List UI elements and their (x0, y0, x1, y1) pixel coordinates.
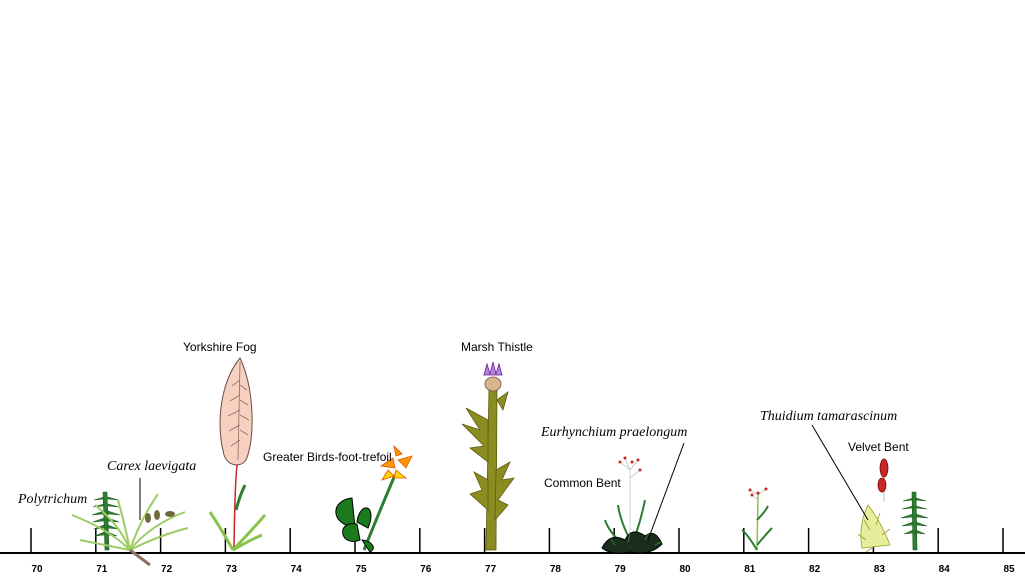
tick-label: 83 (874, 564, 886, 575)
label-greater-birds-foot-trefoil: Greater Birds-foot-trefoil (263, 450, 392, 464)
thuidium-plant (857, 504, 891, 553)
tick-label: 73 (226, 564, 238, 575)
birds-foot-trefoil-plant (335, 444, 413, 553)
carex-seeds (145, 510, 175, 523)
tick-label: 81 (744, 564, 756, 575)
label-marsh-thistle: Marsh Thistle (461, 340, 533, 354)
label-eurhynchium-praelongum: Eurhynchium praelongum (540, 425, 687, 440)
polytrichum-plant-right (900, 491, 929, 551)
label-thuidium-tamarascinum: Thuidium tamarascinum (760, 409, 897, 424)
tick-label: 77 (485, 564, 497, 575)
label-yorkshire-fog: Yorkshire Fog (183, 340, 257, 354)
tick-label: 84 (939, 564, 951, 575)
label-common-bent: Common Bent (544, 476, 621, 490)
tick-label: 82 (809, 564, 821, 575)
tick-label: 80 (679, 564, 691, 575)
label-velvet-bent: Velvet Bent (848, 440, 909, 454)
tick-label: 75 (355, 564, 367, 575)
tick-label: 79 (615, 564, 627, 575)
tick-label: 71 (96, 564, 108, 575)
tick-label: 72 (161, 564, 173, 575)
marsh-thistle-plant (461, 361, 515, 551)
tick-label: 78 (550, 564, 562, 575)
eurhynchium-pointer (647, 442, 685, 541)
tick-label: 76 (420, 564, 432, 575)
eurhynchium-plant (601, 531, 663, 554)
carex-plant (71, 478, 189, 567)
polytrichum-plant (91, 491, 121, 551)
tick-label: 70 (31, 564, 43, 575)
tick-label: 85 (1003, 564, 1015, 575)
yorkshire-fog-plant (208, 357, 267, 552)
velvet-bent-plant (877, 458, 889, 502)
label-polytrichum: Polytrichum (17, 492, 87, 507)
tick-label: 74 (291, 564, 303, 575)
thuidium-pointer (811, 424, 869, 521)
small-grass-plant (741, 487, 773, 551)
label-carex-laevigata: Carex laevigata (107, 459, 196, 474)
